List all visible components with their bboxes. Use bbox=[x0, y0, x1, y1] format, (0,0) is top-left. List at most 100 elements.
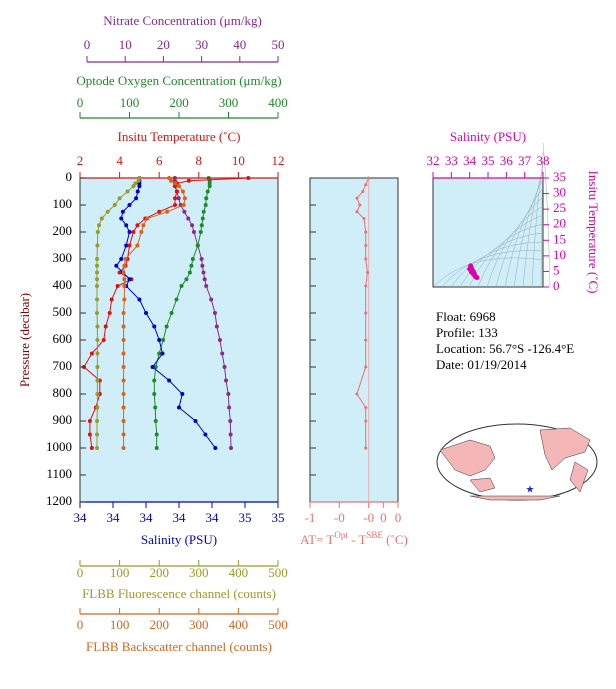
profile-point bbox=[119, 216, 124, 221]
tick-label: 4 bbox=[116, 153, 123, 168]
delta-plot-area bbox=[309, 177, 399, 503]
profile-point bbox=[157, 209, 162, 214]
profile-point bbox=[137, 297, 142, 302]
profile-point bbox=[186, 178, 191, 183]
profile-point bbox=[202, 277, 207, 282]
tick-label: 34 bbox=[173, 510, 187, 525]
profile-point bbox=[355, 210, 359, 214]
profile-point bbox=[95, 243, 100, 248]
y-tick-label: 0 bbox=[553, 278, 560, 293]
y-tick-label: 500 bbox=[53, 304, 73, 319]
axis-title: Salinity (PSU) bbox=[141, 532, 217, 547]
profile-point bbox=[150, 365, 155, 369]
tick-label: 34 bbox=[140, 510, 154, 525]
profile-point bbox=[176, 196, 181, 201]
world-map: ★ bbox=[436, 423, 598, 501]
profile-point bbox=[364, 419, 368, 423]
profile-point bbox=[198, 230, 203, 234]
profile-point bbox=[228, 419, 233, 423]
tick-label: 40 bbox=[233, 37, 246, 52]
y-tick-label: 10 bbox=[553, 247, 566, 262]
profile-point bbox=[122, 277, 127, 282]
profile-point bbox=[175, 189, 180, 194]
density-contour bbox=[495, 196, 544, 288]
float-info: Profile: 133 bbox=[436, 325, 498, 340]
profile-point bbox=[179, 284, 184, 288]
profile-point bbox=[109, 297, 114, 302]
profile-point bbox=[190, 257, 195, 261]
profile-point bbox=[117, 270, 122, 275]
profile-point bbox=[180, 189, 185, 194]
y-tick-label: 900 bbox=[53, 412, 73, 427]
profile-point bbox=[121, 324, 126, 329]
axis-title: FLBB Fluorescence channel (counts) bbox=[82, 586, 276, 601]
tick-label: 400 bbox=[229, 617, 249, 632]
tick-label: 100 bbox=[110, 565, 130, 580]
y-tick-label: 20 bbox=[553, 216, 566, 231]
profile-point bbox=[121, 351, 126, 356]
tick-label: 10 bbox=[119, 37, 132, 52]
y-tick-label: 700 bbox=[53, 358, 73, 373]
profile-point bbox=[227, 405, 232, 410]
profile-point bbox=[367, 176, 371, 180]
tick-label: 400 bbox=[268, 95, 288, 110]
y-tick-label: 100 bbox=[53, 196, 73, 211]
profile-point bbox=[364, 311, 368, 315]
profile-point bbox=[203, 203, 208, 207]
profile-point bbox=[95, 324, 100, 329]
tick-label: 400 bbox=[229, 565, 249, 580]
axis-title: AT= TOpt - TSBE (˚C) bbox=[300, 530, 408, 547]
profile-point bbox=[124, 223, 129, 228]
profile-point bbox=[195, 243, 200, 248]
profile-point bbox=[201, 209, 206, 214]
tick-label: 0 bbox=[395, 510, 402, 525]
tick-label: 300 bbox=[219, 95, 239, 110]
profile-point bbox=[89, 446, 94, 450]
profile-point bbox=[362, 217, 366, 220]
tick-label: 500 bbox=[268, 617, 288, 632]
title-part: (˚C) bbox=[383, 532, 408, 547]
y-tick-label: 25 bbox=[553, 200, 566, 215]
profile-point bbox=[174, 297, 179, 302]
profile-point bbox=[200, 263, 205, 268]
profile-point bbox=[101, 338, 106, 342]
profile-point bbox=[209, 297, 214, 302]
tick-label: 100 bbox=[120, 95, 140, 110]
profile-point bbox=[154, 446, 159, 450]
tick-label: 33 bbox=[445, 153, 458, 168]
profile-point bbox=[135, 223, 140, 228]
tick-label: 0 bbox=[77, 565, 84, 580]
y-tick-label: 200 bbox=[53, 223, 73, 238]
profile-point bbox=[214, 324, 219, 329]
profile-point bbox=[135, 243, 140, 248]
axis-title: Insitu Temperature (˚C) bbox=[117, 129, 240, 144]
profile-point bbox=[364, 338, 368, 342]
tick-label: 35 bbox=[239, 510, 252, 525]
profile-point bbox=[121, 405, 126, 410]
tick-label: 300 bbox=[189, 565, 209, 580]
profile-point bbox=[217, 338, 222, 342]
density-contour bbox=[441, 250, 544, 288]
profile-point bbox=[127, 243, 132, 248]
density-contour bbox=[504, 187, 544, 288]
tick-label: 0 bbox=[84, 37, 91, 52]
profile-point bbox=[121, 419, 126, 423]
profile-point bbox=[355, 196, 359, 200]
profile-point bbox=[201, 270, 206, 275]
density-contour bbox=[486, 205, 544, 288]
y-tick-label: 15 bbox=[553, 231, 566, 246]
profile-point bbox=[124, 243, 129, 248]
y-tick-label: 600 bbox=[53, 331, 73, 346]
profile-point bbox=[169, 311, 174, 315]
axis-title: Optode Oxygen Concentration (μm/kg) bbox=[76, 73, 281, 88]
tick-label: 300 bbox=[189, 617, 209, 632]
tick-label: 0 bbox=[77, 617, 84, 632]
profile-point bbox=[157, 338, 162, 342]
profile-point bbox=[152, 378, 157, 383]
profile-point bbox=[95, 378, 100, 383]
main-plot-area bbox=[79, 177, 279, 503]
float-info: Date: 01/19/2014 bbox=[436, 357, 527, 372]
tick-label: 30 bbox=[195, 37, 208, 52]
profile-point bbox=[99, 216, 104, 221]
